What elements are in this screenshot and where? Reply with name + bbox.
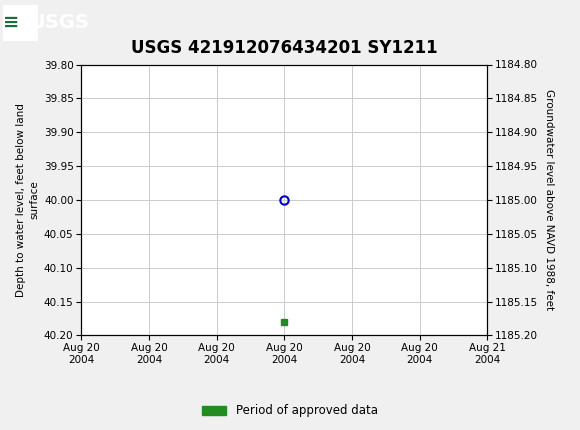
Text: ≡: ≡ [3, 13, 19, 32]
Bar [3, 4, 38, 41]
Legend: Period of approved data: Period of approved data [198, 399, 382, 422]
Title: USGS 421912076434201 SY1211: USGS 421912076434201 SY1211 [131, 40, 437, 57]
Y-axis label: Depth to water level, feet below land
surface: Depth to water level, feet below land su… [16, 103, 39, 297]
Text: USGS: USGS [29, 13, 89, 32]
Y-axis label: Groundwater level above NAVD 1988, feet: Groundwater level above NAVD 1988, feet [543, 89, 553, 310]
